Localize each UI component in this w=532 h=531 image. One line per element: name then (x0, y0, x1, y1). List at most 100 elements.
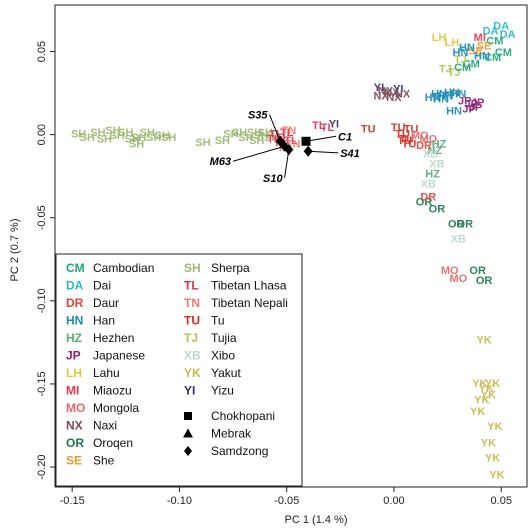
x-axis-label: PC 1 (1.4 %) (285, 514, 348, 526)
data-point-sh: SH (110, 130, 125, 142)
legend-code: YI (184, 384, 195, 398)
legend-name: Yizu (211, 384, 234, 398)
plot-frame (54, 4, 528, 488)
legend-name: Tu (211, 314, 225, 328)
data-point-yk: YK (485, 453, 500, 465)
data-point-jp: JP (462, 104, 475, 116)
data-point-sh: SH (161, 132, 176, 144)
data-point-cm: CM (486, 35, 503, 47)
data-point-mo: MO (411, 130, 429, 142)
data-point-nx: NX (378, 85, 394, 97)
data-point-yk: YK (481, 389, 496, 401)
data-point-yk: YK (481, 438, 496, 450)
data-point-hz: HZ (427, 145, 442, 157)
sample-label: M63 (210, 156, 231, 168)
data-point-tu: TU (397, 135, 412, 147)
sample-leader-line (284, 149, 290, 178)
data-point-sh: SH (232, 127, 247, 139)
legend-box (55, 253, 303, 487)
legend-code: MO (66, 401, 85, 415)
data-point-da: DA (500, 29, 516, 41)
data-point-sh: SH (71, 129, 86, 141)
sample-label: S41 (340, 148, 360, 160)
legend-code: SH (184, 261, 201, 275)
sample-leader-line (232, 145, 285, 162)
data-point-sh: SH (140, 127, 155, 139)
data-point-xb: XB (451, 233, 466, 245)
legend-name: Miaozu (93, 384, 132, 398)
data-point-cm: CM (484, 52, 501, 64)
y-tick-label: -0.05 (36, 205, 48, 230)
sample-label: S10 (263, 173, 283, 185)
x-tick-label: 0.05 (491, 495, 512, 507)
legend-code: LH (66, 366, 82, 380)
data-point-sh: SH (253, 130, 268, 142)
legend-code: TN (184, 296, 200, 310)
x-tick-label: -0.15 (60, 495, 85, 507)
data-point-yi: YI (374, 82, 384, 94)
legend-name: Lahu (93, 366, 120, 380)
data-point-yk: YK (476, 335, 491, 347)
data-point-mo: MO (449, 273, 467, 285)
legend-name: Japanese (93, 349, 145, 363)
data-point-yk: YK (470, 406, 485, 418)
data-point-cm: CM (463, 59, 480, 71)
data-point-sh: SH (105, 125, 120, 137)
legend-code: HN (66, 314, 83, 328)
data-point-nx: NX (373, 90, 389, 102)
legend-shape-triangle (183, 428, 193, 438)
y-tick-label: 0.05 (36, 41, 48, 62)
data-point-tu: TU (402, 139, 417, 151)
data-point-or: OR (429, 203, 446, 215)
data-point-sh: SH (195, 137, 210, 149)
legend-code: JP (66, 349, 81, 363)
legend-code: DA (66, 279, 84, 293)
data-point-hn: HN (459, 42, 475, 54)
sample-leader-line (305, 135, 337, 142)
data-point-or: OR (469, 265, 486, 277)
data-point-mo: MO (419, 134, 437, 146)
x-tick-label: -0.10 (167, 495, 192, 507)
y-tick-label: -0.20 (36, 455, 48, 480)
data-point-sh: SH (258, 127, 273, 139)
data-point-or: OR (457, 218, 474, 230)
data-point-cm: CM (454, 62, 471, 74)
y-tick-label: -0.10 (36, 288, 48, 313)
data-point-tl: TL (312, 120, 326, 132)
data-point-nx: NX (386, 92, 402, 104)
data-point-sh: SH (215, 135, 230, 147)
legend: CM Cambodian DA Dai DR Daur HN Han HZ Hezhen JP Jap… (55, 253, 303, 487)
data-point-or: OR (416, 197, 433, 209)
legend-name: Tibetan Lhasa (211, 279, 287, 293)
data-point-se: SE (477, 40, 492, 52)
legend-code: TU (184, 314, 200, 328)
data-point-tu: TU (395, 129, 410, 141)
legend-shape-name: Chokhopani (211, 409, 275, 423)
data-point-da: DA (493, 21, 509, 33)
data-point-sh: SH (249, 135, 264, 147)
data-point-hn: HN (431, 89, 447, 101)
data-point-lh: LH (432, 32, 447, 44)
legend-name: Xibo (211, 349, 235, 363)
data-point-hz: HZ (432, 139, 447, 151)
y-tick-label: 0.00 (36, 124, 48, 145)
data-point-da: DA (483, 25, 499, 37)
sample-marker-square (301, 136, 311, 146)
sample-leader-line (308, 150, 339, 154)
data-point-sh: SH (80, 132, 95, 144)
x-tick-label: -0.05 (274, 495, 299, 507)
legend-code: MI (66, 384, 79, 398)
data-point-xb: XB (423, 148, 438, 160)
data-point-hn: HN (425, 92, 441, 104)
data-point-hz: HZ (425, 168, 440, 180)
data-point-sh: SH (264, 132, 279, 144)
data-point-yk: YK (474, 394, 489, 406)
sample-label: S35 (248, 110, 268, 122)
data-point-yi: YI (393, 84, 403, 96)
data-point-sh: SH (247, 127, 262, 139)
data-point-hn: HN (444, 87, 460, 99)
data-point-yk: YK (487, 421, 502, 433)
data-point-tu: TU (391, 122, 406, 134)
legend-code: TJ (184, 331, 198, 345)
